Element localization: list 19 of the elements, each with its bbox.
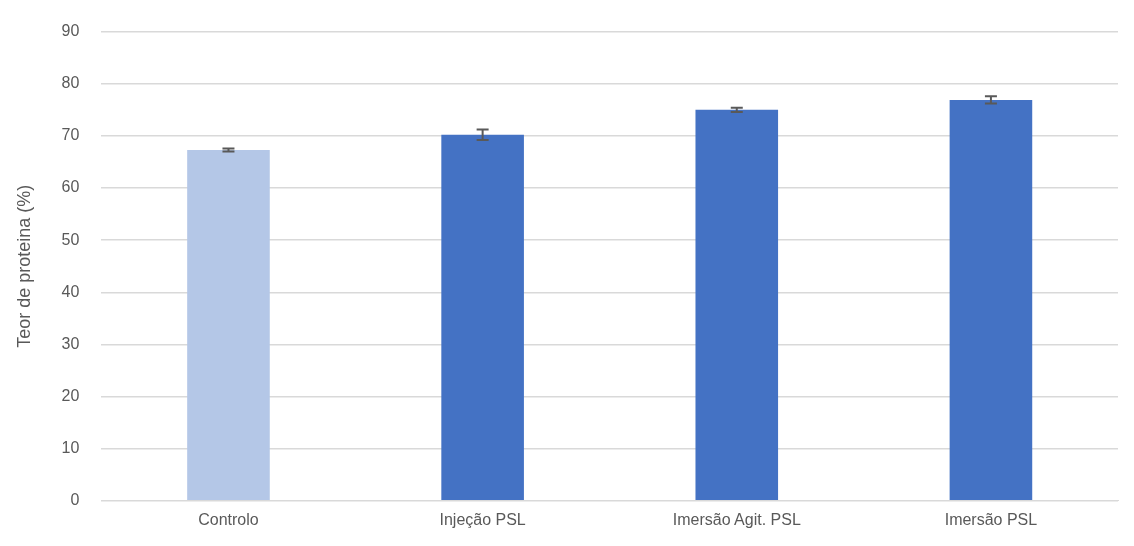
y-tick-label: 20 [61, 386, 80, 404]
x-tick-label: Imersão PSL [944, 510, 1038, 528]
x-tick-label: Injeção PSL [439, 510, 526, 528]
y-tick-label: 50 [61, 230, 80, 248]
y-tick-label: 30 [61, 334, 80, 352]
y-tick-label: 0 [70, 491, 80, 509]
y-tick-label: 60 [61, 178, 80, 196]
bar [695, 109, 779, 501]
y-tick-label: 70 [61, 126, 80, 144]
bar [187, 149, 270, 501]
y-tick-label: 40 [61, 282, 80, 300]
bar [441, 134, 524, 501]
y-tick-label: 80 [61, 74, 80, 92]
y-axis-title: Teor de proteina (%) [13, 184, 34, 348]
bar [949, 99, 1033, 501]
y-tick-label: 90 [61, 22, 80, 40]
x-tick-label: Imersão Agit. PSL [672, 510, 801, 528]
y-tick-label: 10 [61, 439, 80, 457]
x-tick-label: Controlo [198, 510, 259, 528]
